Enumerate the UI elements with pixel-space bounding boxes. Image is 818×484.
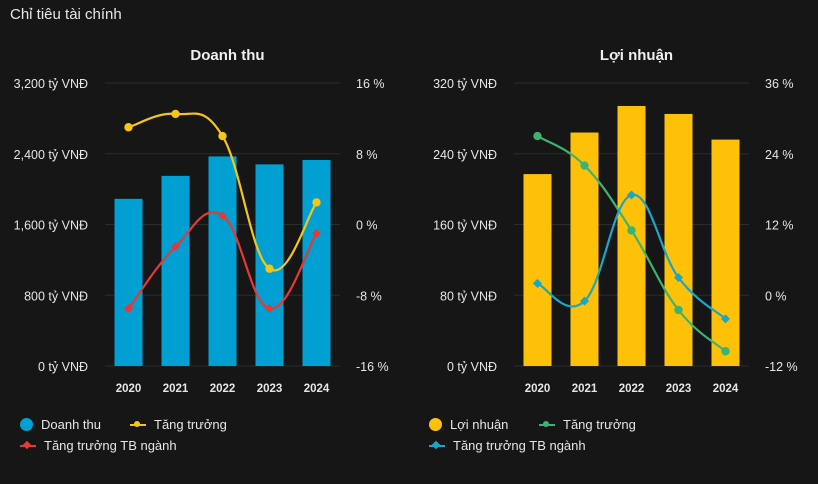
bar-doanh-thu[interactable]	[161, 175, 190, 366]
point-tang-truong[interactable]	[171, 109, 180, 119]
legend-marker	[130, 420, 146, 427]
category-label: 2023	[666, 383, 692, 395]
left-tick-label: 320 tỷ VNĐ	[433, 77, 497, 91]
legend-label: Tăng trưởng TB ngành	[44, 438, 177, 453]
page-title: Chỉ tiêu tài chính	[10, 6, 122, 23]
bar-loi-nhuan[interactable]	[664, 113, 693, 366]
chart-title: Doanh thu	[190, 47, 264, 64]
profit-chart: Lợi nhuận 320 tỷ VNĐ 36 % 240 tỷ VNĐ 24 % 160…	[433, 47, 798, 395]
point-tang-truong[interactable]	[533, 131, 542, 141]
point-tang-truong[interactable]	[124, 123, 133, 132]
point-tang-truong[interactable]	[721, 347, 730, 356]
category-label: 2020	[116, 383, 142, 395]
right-tick-label: 36 %	[765, 77, 794, 91]
right-tick-label: 16 %	[356, 77, 385, 91]
bar-doanh-thu[interactable]	[302, 159, 331, 366]
left-tick-label: 160 tỷ VNĐ	[433, 219, 497, 233]
bar-doanh-thu[interactable]	[114, 198, 143, 366]
point-tang-truong[interactable]	[674, 305, 683, 315]
point-tang-truong-tb-nganh[interactable]	[217, 211, 228, 221]
point-tang-truong[interactable]	[580, 161, 589, 170]
right-tick-label: -12 %	[765, 360, 798, 374]
legend-item-doanh-thu[interactable]: Doanh thu	[20, 417, 101, 432]
bar-loi-nhuan[interactable]	[711, 139, 740, 366]
category-label: 2022	[210, 383, 236, 395]
category-label: 2021	[572, 383, 598, 395]
legend-label: Tăng trưởng TB ngành	[453, 438, 586, 453]
category-label: 2021	[163, 383, 189, 395]
legend-marker	[429, 418, 442, 431]
line-tang-truong	[128, 112, 318, 272]
point-tang-truong[interactable]	[265, 264, 274, 273]
category-label: 2023	[257, 383, 283, 395]
legend-marker	[539, 420, 555, 427]
legend-marker	[20, 444, 36, 447]
right-tick-label: -16 %	[356, 360, 389, 374]
point-tang-truong-tb-nganh[interactable]	[170, 242, 181, 252]
bar-loi-nhuan[interactable]	[570, 132, 599, 366]
legend-item-loi-nhuan[interactable]: Lợi nhuận	[429, 417, 508, 432]
legend-label: Doanh thu	[41, 417, 101, 432]
legend-item-tang-truong[interactable]: Tăng trưởng	[130, 417, 227, 432]
legend-item-tang-truong-tb-nganh[interactable]: Tăng trưởng TB ngành	[20, 438, 177, 453]
category-label: 2020	[525, 383, 551, 395]
left-tick-label: 800 tỷ VNĐ	[24, 289, 88, 303]
left-tick-label: 3,200 tỷ VNĐ	[14, 77, 88, 91]
bar-loi-nhuan[interactable]	[523, 174, 552, 366]
bar-doanh-thu[interactable]	[208, 156, 237, 366]
legend-item-tang-truong[interactable]: Tăng trưởng	[539, 417, 636, 432]
left-tick-label: 0 tỷ VNĐ	[447, 360, 497, 374]
right-tick-label: 0 %	[356, 219, 378, 233]
point-tang-truong[interactable]	[627, 226, 636, 235]
left-tick-label: 240 tỷ VNĐ	[433, 148, 497, 162]
chart-title: Lợi nhuận	[600, 47, 673, 64]
left-tick-label: 0 tỷ VNĐ	[38, 360, 88, 374]
right-tick-label: 0 %	[765, 289, 787, 303]
left-tick-label: 2,400 tỷ VNĐ	[14, 148, 88, 162]
right-tick-label: 24 %	[765, 148, 794, 162]
right-tick-label: 8 %	[356, 148, 378, 162]
category-label: 2024	[713, 383, 739, 395]
category-label: 2024	[304, 383, 330, 395]
legend-marker	[429, 444, 445, 447]
left-tick-label: 1,600 tỷ VNĐ	[14, 219, 88, 233]
legend-item-tang-truong-tb-nganh[interactable]: Tăng trưởng TB ngành	[429, 438, 586, 453]
right-tick-label: -8 %	[356, 289, 382, 303]
legend-label: Lợi nhuận	[450, 417, 509, 432]
line-tang-truong-tb-nganh	[127, 211, 318, 310]
legend-label: Tăng trưởng	[563, 417, 636, 432]
left-tick-label: 80 tỷ VNĐ	[440, 289, 497, 303]
legend-label: Tăng trưởng	[154, 417, 227, 432]
bar-loi-nhuan[interactable]	[617, 105, 646, 367]
revenue-chart: Doanh thu 3,200 tỷ VNĐ 16 % 2,400 tỷ VNĐ 8 %…	[14, 47, 389, 395]
point-tang-truong[interactable]	[218, 131, 227, 141]
legend-marker	[20, 418, 33, 431]
category-label: 2022	[619, 383, 645, 395]
right-tick-label: 12 %	[765, 219, 794, 233]
point-tang-truong[interactable]	[312, 198, 321, 207]
